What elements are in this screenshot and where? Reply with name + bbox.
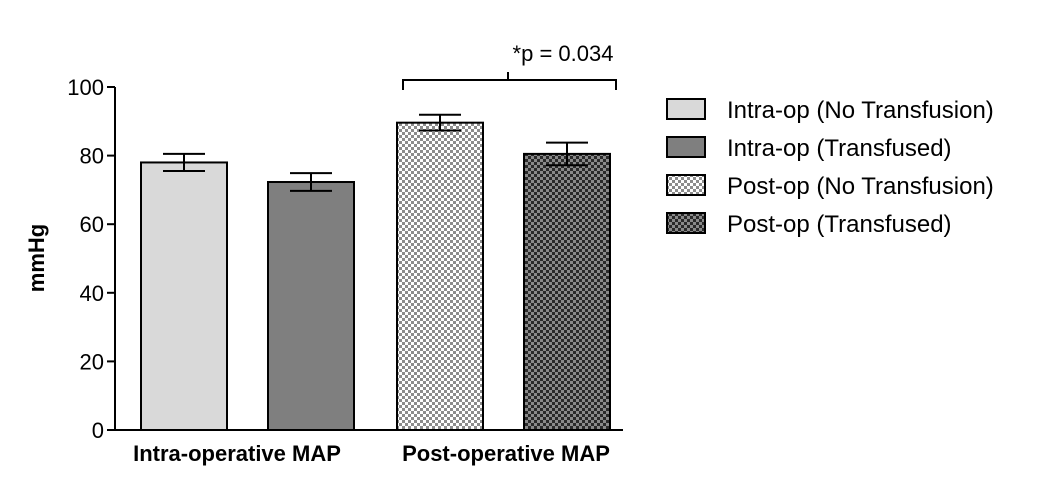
bars bbox=[140, 121, 611, 432]
y-tick-label: 60 bbox=[80, 212, 104, 237]
y-tick-label: 0 bbox=[92, 418, 104, 443]
error-bars bbox=[163, 113, 588, 192]
legend-swatch-4 bbox=[666, 212, 706, 234]
y-tick-label: 20 bbox=[80, 349, 104, 374]
legend-label-1: Intra-op (No Transfusion) bbox=[727, 97, 994, 124]
y-ticks: 0 20 40 60 80 100 bbox=[67, 75, 115, 443]
legend-label-3: Post-op (No Transfusion) bbox=[727, 173, 994, 200]
bar-3 bbox=[396, 121, 484, 431]
significance-annotation: *p = 0.034 bbox=[402, 41, 617, 90]
bar-2 bbox=[267, 181, 355, 431]
category-labels: Intra-operative MAP Post-operative MAP bbox=[133, 441, 610, 466]
bar-1 bbox=[140, 161, 228, 432]
legend-label-4: Post-op (Transfused) bbox=[727, 211, 952, 238]
legend: Intra-op (No Transfusion) Intra-op (Trans… bbox=[666, 97, 994, 238]
legend-label-2: Intra-op (Transfused) bbox=[727, 135, 952, 162]
p-value-label: *p = 0.034 bbox=[513, 41, 614, 66]
category-label-intra-operative: Intra-operative MAP bbox=[133, 441, 341, 466]
category-label-post-operative: Post-operative MAP bbox=[402, 441, 610, 466]
y-tick-label: 40 bbox=[80, 281, 104, 306]
legend-swatch-2 bbox=[666, 136, 706, 158]
y-tick-label: 80 bbox=[80, 144, 104, 169]
y-axis-title: mmHg bbox=[24, 224, 49, 292]
significance-bracket bbox=[402, 72, 617, 90]
legend-swatch-1 bbox=[666, 98, 706, 120]
y-tick-label: 100 bbox=[67, 75, 104, 100]
bar-4 bbox=[523, 152, 611, 431]
legend-swatch-3 bbox=[666, 174, 706, 196]
